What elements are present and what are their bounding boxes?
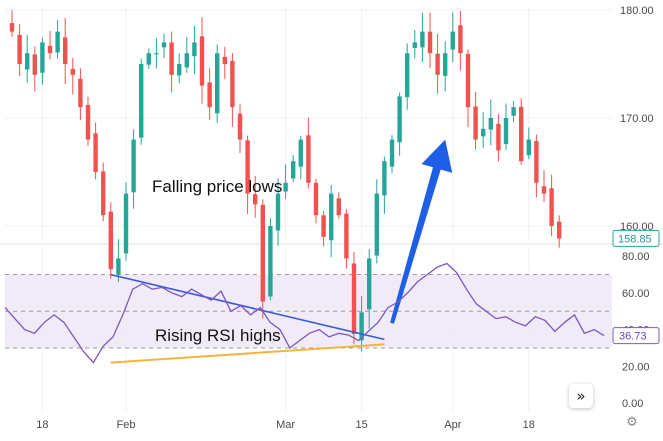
rsi-axis-tick-label: 20.00 (622, 361, 650, 373)
falling-lows-label: Falling price lows (152, 177, 282, 196)
candle-body (169, 42, 174, 75)
candle-body (321, 215, 326, 237)
x-axis-tick-label: 15 (355, 419, 367, 431)
candle-body (412, 42, 417, 48)
candle-body (465, 53, 471, 108)
candle-body (298, 139, 303, 167)
candle-body (473, 106, 478, 140)
candle-body (306, 135, 311, 183)
rsi-series-line (4, 262, 605, 364)
candle-body (549, 188, 554, 226)
falling-lows-trendline (110, 273, 385, 341)
x-axis-tick-label: Apr (444, 419, 461, 431)
candle-body (230, 60, 235, 108)
candle-body (503, 118, 509, 145)
gear-icon[interactable]: ⚙ (626, 415, 638, 430)
candle-body (435, 53, 440, 75)
candle-body (63, 37, 68, 64)
candle-body (534, 141, 539, 183)
rsi-axis-tick-label: 60.00 (622, 288, 650, 300)
candle-body (32, 54, 37, 75)
candle-body (85, 104, 91, 140)
candle-body (313, 182, 319, 216)
rsi-axis-tick-label: 0.00 (622, 398, 643, 410)
candle-body (70, 68, 75, 75)
candle-body (329, 193, 334, 241)
candle-body (199, 36, 205, 86)
last-price-badge (612, 229, 660, 247)
scroll-to-latest-button[interactable]: » (569, 384, 593, 408)
candle-body (283, 182, 288, 192)
price-axis-tick-label: 180.00 (620, 5, 654, 17)
uptrend-arrow (390, 139, 453, 324)
candle-body (161, 42, 167, 48)
candle-body (55, 31, 60, 53)
candle-body (108, 211, 113, 270)
candle-body (450, 31, 455, 50)
candle-body (154, 53, 159, 55)
candle-body (47, 45, 53, 54)
candle-body (344, 213, 349, 259)
candle-body (336, 198, 341, 216)
price-axis-tick-label: 170.00 (620, 113, 654, 125)
candle-body (268, 226, 273, 297)
candle-body (131, 139, 136, 193)
candle-body (374, 193, 379, 256)
candle-body (93, 133, 98, 172)
candle-body (275, 193, 281, 231)
candle-body (17, 34, 22, 64)
candle-body (526, 139, 531, 156)
candle-body (116, 258, 121, 275)
candle-body (177, 64, 182, 76)
candle-body (382, 161, 387, 196)
x-axis-tick-label: 18 (36, 419, 48, 431)
candle-body (192, 42, 197, 57)
candle-body (253, 194, 258, 205)
candle-body (481, 128, 486, 137)
rising-highs-label: Rising RSI highs (155, 326, 281, 345)
candle-body (420, 31, 425, 48)
candle-body (237, 113, 243, 140)
rising-highs-trendline (110, 343, 385, 364)
candle-body (557, 221, 562, 239)
x-axis-tick-label: Mar (276, 419, 295, 431)
candle-body (511, 107, 516, 116)
candle-body (123, 193, 129, 254)
candle-body (458, 25, 463, 54)
candle-body (78, 78, 83, 108)
candle-body (146, 53, 151, 65)
candle-body (245, 140, 250, 194)
candle-body (25, 53, 30, 70)
candle-body (222, 56, 227, 64)
x-axis-tick-label: Feb (117, 419, 136, 431)
candle-body (541, 186, 547, 194)
candle-body (359, 312, 364, 341)
candle-body (291, 161, 296, 179)
x-axis-tick-label: 18 (523, 419, 535, 431)
candle-body (184, 53, 189, 68)
candle-body (519, 106, 524, 162)
candle-body (367, 258, 372, 310)
candle-body (207, 82, 212, 108)
candle-body (40, 42, 45, 73)
candle-body (389, 139, 395, 167)
last-price-value: 158.85 (618, 233, 652, 245)
candle-body (427, 31, 433, 54)
candle-body (139, 64, 144, 138)
rsi-last-value: 36.73 (619, 331, 647, 343)
candle-body (405, 53, 410, 98)
candle-body (488, 118, 493, 130)
candle-body (443, 53, 448, 76)
candle-body (215, 53, 220, 114)
candle-body (496, 123, 501, 151)
rsi-last-value-badge (612, 327, 660, 345)
candle-body (397, 96, 402, 143)
candle-body (101, 171, 106, 216)
rsi-axis-tick-label: 80.00 (622, 251, 650, 263)
candle-body (351, 263, 357, 334)
candle-body (260, 204, 265, 302)
candle-body (9, 23, 15, 32)
